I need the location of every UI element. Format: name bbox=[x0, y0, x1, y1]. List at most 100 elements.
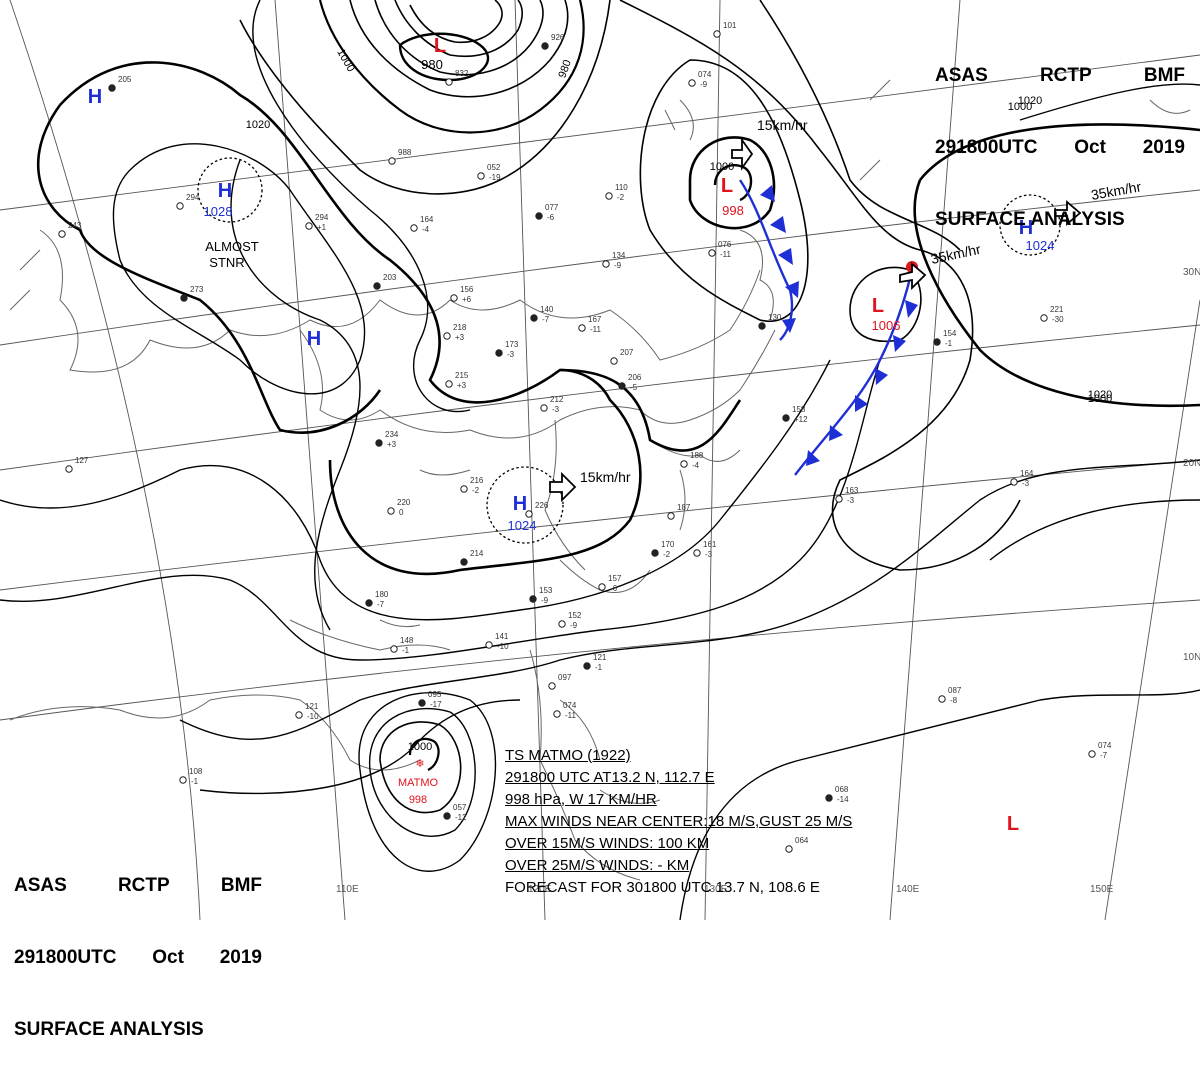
low-center-letter: L bbox=[1007, 813, 1019, 835]
station-tendency: 0 bbox=[399, 508, 404, 517]
station-tendency: -1 bbox=[191, 777, 199, 786]
header-agency-row: ASAS RCTP BMF bbox=[935, 64, 1185, 88]
station-tendency: -2 bbox=[617, 193, 625, 202]
agency-code-1: ASAS bbox=[935, 65, 988, 86]
station-marker bbox=[365, 599, 373, 607]
station-marker bbox=[785, 845, 793, 853]
station-tendency: -8 bbox=[950, 696, 958, 705]
station-pressure: 087 bbox=[948, 686, 962, 695]
station-tendency: +12 bbox=[794, 415, 808, 424]
station-marker bbox=[713, 30, 721, 38]
isobar-label: 1000 bbox=[1088, 393, 1112, 405]
station-pressure: 188 bbox=[690, 451, 704, 460]
longitude-label: 150E bbox=[1090, 884, 1114, 895]
center-pressure-value: 1024 bbox=[1026, 238, 1055, 253]
station-pressure: 206 bbox=[628, 373, 642, 382]
station-pressure: 121 bbox=[593, 653, 607, 662]
station-marker bbox=[693, 549, 701, 557]
station-marker bbox=[525, 510, 533, 518]
station-marker bbox=[373, 282, 381, 290]
station-pressure: 152 bbox=[568, 611, 582, 620]
station-pressure: 076 bbox=[718, 240, 732, 249]
station-marker bbox=[618, 382, 626, 390]
station-pressure: 226 bbox=[535, 501, 549, 510]
station-tendency: -11 bbox=[720, 250, 732, 259]
station-pressure: 988 bbox=[398, 148, 412, 157]
center-pressure-value: 998 bbox=[722, 203, 744, 218]
high-center-letter: H bbox=[513, 493, 527, 515]
station-marker bbox=[460, 558, 468, 566]
station-marker bbox=[450, 294, 458, 302]
station-pressure: 214 bbox=[470, 549, 484, 558]
station-pressure: 077 bbox=[545, 203, 559, 212]
station-tendency: -7 bbox=[377, 600, 385, 609]
station-pressure: 180 bbox=[375, 590, 389, 599]
station-marker bbox=[176, 202, 184, 210]
station-tendency: -7 bbox=[1100, 751, 1108, 760]
station-pressure: 074 bbox=[1098, 741, 1112, 750]
motion-speed-label: 15km/hr bbox=[580, 469, 631, 485]
typhoon-line-7: FORECAST FOR 301800 UTC 13.7 N, 108.6 E bbox=[505, 879, 820, 896]
station-marker bbox=[460, 485, 468, 493]
station-pressure: 108 bbox=[189, 767, 203, 776]
station-marker bbox=[680, 460, 688, 468]
station-pressure: 164 bbox=[1020, 469, 1034, 478]
longitude-label: 130E bbox=[704, 884, 728, 895]
station-tendency: -1 bbox=[402, 646, 410, 655]
station-tendency: -3 bbox=[1022, 479, 1030, 488]
longitude-label: 120E bbox=[528, 884, 552, 895]
station-marker bbox=[58, 230, 66, 238]
station-tendency: -1 bbox=[595, 663, 603, 672]
station-tendency: -1 bbox=[945, 339, 953, 348]
typhoon-icon: ❄ bbox=[415, 758, 424, 770]
station-pressure: 052 bbox=[487, 163, 501, 172]
station-marker bbox=[598, 583, 606, 591]
station-pressure: 212 bbox=[550, 395, 564, 404]
station-marker bbox=[445, 380, 453, 388]
station-marker bbox=[108, 84, 116, 92]
typhoon-line-6: OVER 25M/S WINDS: - KM bbox=[505, 857, 690, 874]
typhoon-info: TS MATMO (1922) 291800 UTC AT13.2 N, 112… bbox=[505, 745, 852, 899]
station-pressure: 832 bbox=[455, 69, 469, 78]
station-pressure: 156 bbox=[460, 285, 474, 294]
high-center-letter: H bbox=[307, 328, 321, 350]
high-center-letter: H bbox=[218, 180, 232, 202]
station-marker bbox=[610, 357, 618, 365]
header-product: SURFACE ANALYSIS bbox=[935, 209, 1125, 230]
station-tendency: -5 bbox=[630, 383, 638, 392]
station-tendency: +3 bbox=[457, 381, 467, 390]
station-marker bbox=[179, 776, 187, 784]
station-marker bbox=[387, 507, 395, 515]
isobar-label: 1020 bbox=[246, 119, 270, 131]
station-pressure: 170 bbox=[661, 540, 675, 549]
station-pressure: 158 bbox=[792, 405, 806, 414]
typhoon-line-4: MAX WINDS NEAR CENTER:18 M/S,GUST 25 M/S bbox=[505, 813, 853, 830]
station-tendency: -3 bbox=[552, 405, 560, 414]
station-pressure: 153 bbox=[539, 586, 553, 595]
header-datetime-row: 291800UTC Oct 2019 bbox=[14, 946, 262, 970]
station-tendency: -9 bbox=[614, 261, 622, 270]
station-pressure: 130 bbox=[768, 313, 782, 322]
station-pressure: 203 bbox=[383, 273, 397, 282]
latitude-label: 20N bbox=[1183, 458, 1200, 469]
station-marker bbox=[535, 212, 543, 220]
station-pressure: 057 bbox=[453, 803, 467, 812]
station-pressure: 101 bbox=[723, 21, 737, 30]
station-pressure: 140 bbox=[540, 305, 554, 314]
center-pressure-value: 980 bbox=[421, 57, 443, 72]
header-year: 2019 bbox=[1142, 137, 1185, 158]
station-marker bbox=[938, 695, 946, 703]
center-circles bbox=[197, 157, 1061, 544]
station-tendency: -11 bbox=[565, 711, 577, 720]
station-pressure: 173 bbox=[505, 340, 519, 349]
station-tendency: -2 bbox=[663, 550, 671, 559]
typhoon-isobar-label: 1000 bbox=[408, 741, 432, 753]
station-marker bbox=[667, 512, 675, 520]
station-marker bbox=[529, 595, 537, 603]
isobar-label: 1000 bbox=[1008, 101, 1032, 113]
center-pressure-value: 1006 bbox=[872, 318, 901, 333]
station-tendency: -7 bbox=[542, 315, 550, 324]
station-pressure: 243 bbox=[68, 221, 82, 230]
station-marker bbox=[1088, 750, 1096, 758]
station-pressure: 221 bbox=[1050, 305, 1064, 314]
